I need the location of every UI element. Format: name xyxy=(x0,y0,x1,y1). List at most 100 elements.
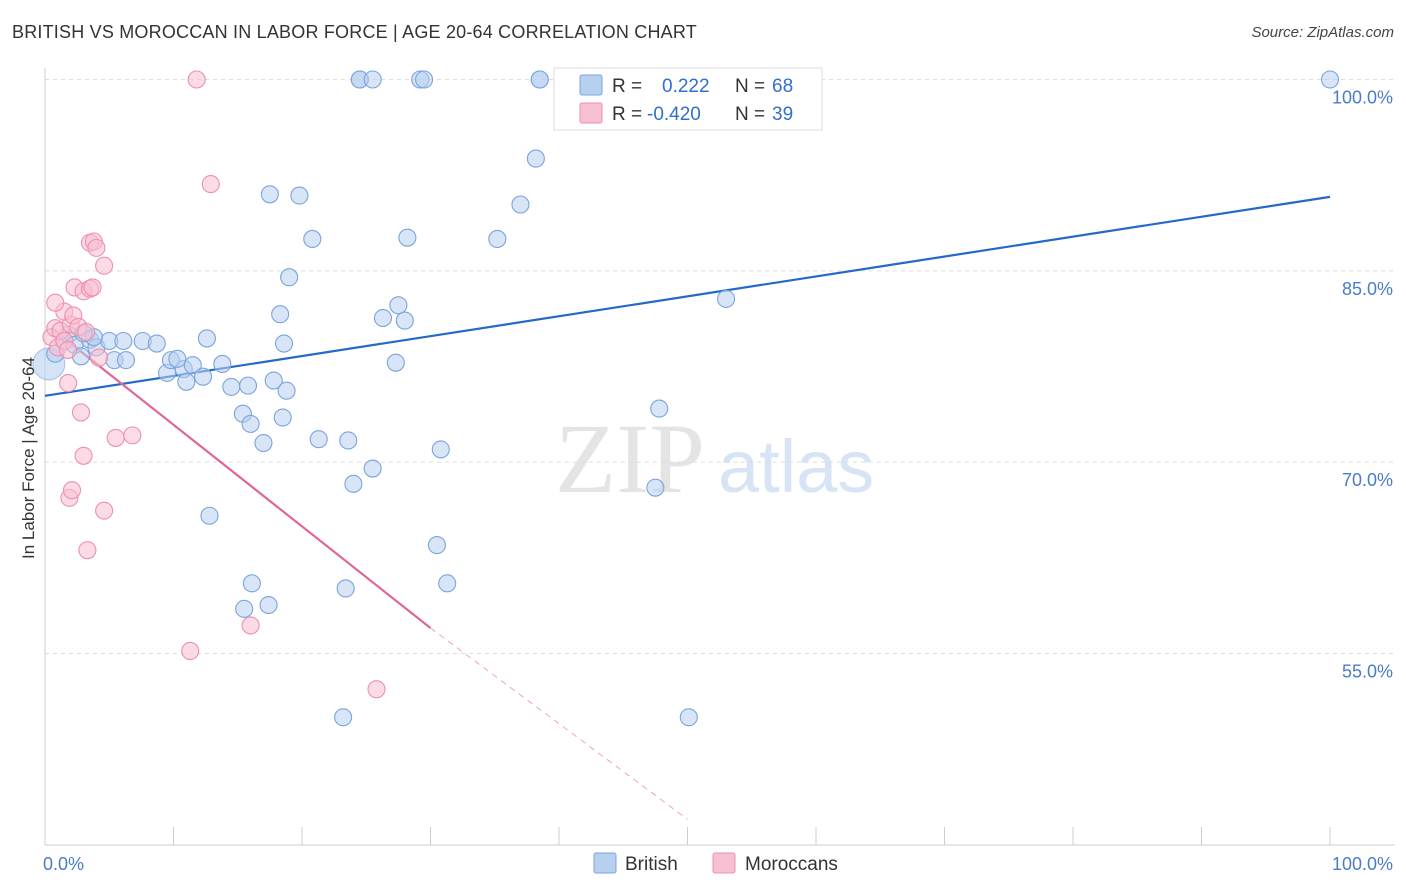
moroccan-point xyxy=(83,278,102,297)
british-point xyxy=(398,228,417,247)
watermark-zip: ZIP xyxy=(555,403,705,514)
y-tick-label: 100.0% xyxy=(1332,88,1393,108)
british-point xyxy=(373,308,393,328)
x-tick-label: 100.0% xyxy=(1332,854,1393,874)
correlation-legend: R = 0.222 N = 68 R = -0.420 N = 39 xyxy=(553,67,823,131)
british-point xyxy=(650,399,669,418)
data-points xyxy=(32,70,1340,727)
british-point xyxy=(238,376,258,395)
series-legend: British Moroccans xyxy=(593,852,838,875)
y-axis-title: In Labor Force | Age 20-64 xyxy=(19,357,38,559)
british-point xyxy=(254,433,273,453)
british-point xyxy=(116,351,136,370)
british-point xyxy=(303,229,322,248)
british-point xyxy=(344,474,363,493)
moroccan-point xyxy=(78,541,97,560)
british-point xyxy=(194,367,213,386)
bottom-legend-swatch-moroccan xyxy=(712,852,736,874)
legend-british-r-label: R = xyxy=(612,76,642,97)
bottom-legend-moroccan: Moroccans xyxy=(745,854,838,875)
moroccan-point xyxy=(201,175,220,194)
legend-moroccan-r-label: R = xyxy=(612,104,642,125)
legend-british-n-value: 68 xyxy=(772,76,793,97)
moroccan-point xyxy=(87,238,106,257)
moroccan-trendline-extension xyxy=(430,627,688,820)
british-point xyxy=(363,459,382,478)
x-tick-label: 0.0% xyxy=(43,854,84,874)
british-point xyxy=(183,356,202,375)
legend-swatch-moroccan xyxy=(579,102,603,124)
british-point xyxy=(197,329,216,348)
british-point xyxy=(213,354,232,373)
moroccan-point xyxy=(74,446,93,465)
british-point xyxy=(511,195,530,214)
british-point xyxy=(309,430,328,449)
british-point xyxy=(1320,70,1340,89)
moroccan-point xyxy=(241,616,260,635)
bottom-legend-british: British xyxy=(625,854,678,875)
british-point xyxy=(235,599,254,618)
british-point xyxy=(290,186,309,205)
moroccan-point xyxy=(46,293,65,312)
british-point xyxy=(271,305,290,324)
british-point xyxy=(438,574,457,593)
british-point xyxy=(264,371,283,390)
british-point xyxy=(431,440,450,459)
british-point xyxy=(177,372,196,391)
bottom-legend-swatch-british xyxy=(593,852,617,874)
british-point xyxy=(334,708,353,727)
moroccan-point xyxy=(187,70,206,89)
british-point xyxy=(168,349,187,368)
y-tick-label: 70.0% xyxy=(1342,470,1393,490)
moroccan-point xyxy=(123,426,142,445)
british-point xyxy=(415,70,434,89)
british-point xyxy=(363,70,382,89)
y-tick-label: 85.0% xyxy=(1342,279,1393,299)
moroccan-point xyxy=(367,680,386,699)
watermark-atlas: atlas xyxy=(718,425,874,508)
moroccan-trendline xyxy=(50,327,432,629)
british-point xyxy=(280,268,299,287)
moroccan-point xyxy=(77,323,96,342)
moroccan-point xyxy=(62,481,82,500)
british-point xyxy=(242,574,261,593)
british-point xyxy=(526,149,545,168)
moroccan-point xyxy=(106,428,125,447)
british-point xyxy=(222,377,241,396)
british-trendline xyxy=(44,195,1331,397)
legend-british-r-value: 0.222 xyxy=(662,76,710,97)
y-tick-label: 55.0% xyxy=(1342,662,1393,682)
british-point xyxy=(679,708,698,727)
moroccan-point xyxy=(95,256,114,275)
british-point xyxy=(488,229,507,248)
british-point xyxy=(530,70,549,89)
chart-title: BRITISH VS MOROCCAN IN LABOR FORCE | AGE… xyxy=(12,22,697,42)
legend-moroccan-r-value: -0.420 xyxy=(647,104,701,125)
british-point xyxy=(716,289,736,308)
gridlines xyxy=(45,79,1395,654)
moroccan-point xyxy=(95,501,114,520)
british-point xyxy=(274,334,294,353)
legend-british-n-label: N = xyxy=(735,76,765,97)
british-point xyxy=(277,381,296,400)
british-point xyxy=(241,414,260,433)
moroccan-point xyxy=(181,641,200,660)
british-point xyxy=(389,296,408,315)
british-point xyxy=(259,595,278,615)
british-point xyxy=(260,185,279,204)
legend-moroccan-n-label: N = xyxy=(735,104,765,125)
moroccan-point xyxy=(59,374,78,393)
british-point xyxy=(646,478,665,497)
british-point xyxy=(147,334,166,353)
british-point xyxy=(273,408,292,427)
legend-swatch-british xyxy=(579,74,603,96)
british-point xyxy=(395,311,414,330)
axes xyxy=(44,68,1395,846)
tick-labels: 100.0% 85.0% 70.0% 55.0% 0.0% 100.0% xyxy=(43,88,1393,875)
british-point xyxy=(386,353,405,372)
british-point xyxy=(427,536,446,555)
british-point xyxy=(200,506,219,525)
british-point xyxy=(114,331,133,351)
source-label: Source: ZipAtlas.com xyxy=(1251,24,1394,41)
